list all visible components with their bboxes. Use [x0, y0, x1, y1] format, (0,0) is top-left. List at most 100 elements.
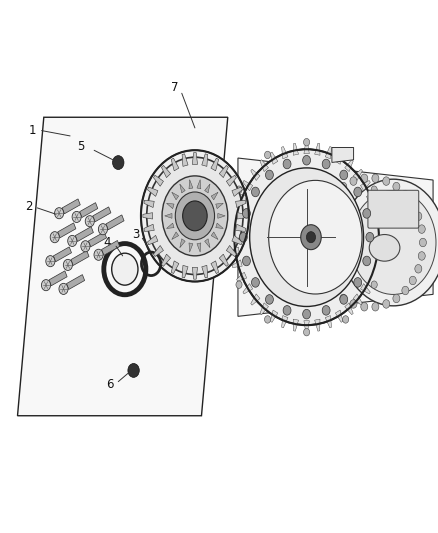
Circle shape	[350, 177, 357, 185]
Circle shape	[363, 208, 371, 218]
Polygon shape	[374, 247, 384, 254]
Circle shape	[113, 156, 124, 169]
Circle shape	[175, 192, 215, 240]
Polygon shape	[180, 184, 185, 193]
Polygon shape	[180, 239, 185, 248]
Polygon shape	[18, 117, 228, 416]
Polygon shape	[172, 192, 179, 200]
Polygon shape	[197, 243, 201, 252]
Polygon shape	[216, 203, 223, 208]
Ellipse shape	[369, 235, 400, 261]
Circle shape	[372, 174, 379, 182]
Circle shape	[372, 303, 379, 311]
Circle shape	[354, 187, 362, 197]
Polygon shape	[62, 199, 80, 214]
Circle shape	[85, 216, 94, 227]
Polygon shape	[58, 223, 76, 238]
Circle shape	[393, 294, 400, 303]
Polygon shape	[270, 310, 278, 322]
Circle shape	[322, 305, 330, 315]
Polygon shape	[304, 142, 309, 154]
Circle shape	[340, 295, 348, 304]
Circle shape	[371, 186, 377, 193]
Circle shape	[303, 309, 311, 319]
Polygon shape	[270, 152, 278, 164]
Polygon shape	[166, 203, 174, 208]
Polygon shape	[202, 265, 208, 278]
Circle shape	[46, 256, 55, 266]
Circle shape	[341, 179, 438, 306]
FancyBboxPatch shape	[368, 190, 419, 228]
Polygon shape	[202, 154, 208, 166]
Polygon shape	[314, 143, 320, 155]
Polygon shape	[211, 192, 218, 200]
Circle shape	[265, 170, 273, 180]
Circle shape	[251, 187, 259, 197]
Circle shape	[343, 151, 349, 159]
Polygon shape	[189, 243, 193, 252]
Polygon shape	[371, 207, 381, 214]
Circle shape	[99, 224, 107, 235]
Polygon shape	[345, 303, 353, 314]
Circle shape	[42, 280, 50, 290]
Circle shape	[304, 139, 310, 146]
Text: 4: 4	[103, 236, 111, 249]
Polygon shape	[236, 200, 246, 207]
Circle shape	[354, 278, 362, 287]
Polygon shape	[353, 169, 362, 181]
Circle shape	[234, 149, 379, 325]
Polygon shape	[232, 236, 242, 245]
Polygon shape	[332, 148, 353, 163]
Circle shape	[50, 232, 59, 243]
Polygon shape	[80, 203, 98, 217]
Polygon shape	[304, 321, 309, 332]
Polygon shape	[314, 319, 320, 331]
Circle shape	[331, 190, 338, 199]
Polygon shape	[226, 175, 237, 186]
Circle shape	[59, 284, 68, 294]
Circle shape	[251, 278, 259, 287]
Circle shape	[81, 241, 90, 252]
Polygon shape	[325, 147, 332, 159]
Polygon shape	[162, 165, 170, 177]
Circle shape	[415, 212, 422, 221]
Circle shape	[314, 225, 321, 233]
Text: 5: 5	[78, 140, 85, 153]
Circle shape	[322, 159, 330, 169]
Circle shape	[265, 151, 271, 159]
Circle shape	[361, 174, 368, 182]
Circle shape	[250, 168, 364, 306]
Polygon shape	[162, 254, 170, 266]
Polygon shape	[229, 234, 238, 240]
Circle shape	[236, 281, 242, 288]
Polygon shape	[230, 221, 239, 228]
Circle shape	[350, 300, 357, 308]
Text: 6: 6	[106, 378, 113, 391]
Polygon shape	[143, 213, 152, 219]
Circle shape	[415, 264, 422, 273]
Polygon shape	[251, 294, 260, 305]
Circle shape	[318, 212, 325, 221]
Circle shape	[307, 232, 315, 243]
Circle shape	[366, 232, 374, 242]
Circle shape	[265, 295, 273, 304]
Polygon shape	[226, 246, 237, 256]
Circle shape	[343, 316, 349, 323]
Circle shape	[318, 264, 325, 273]
Circle shape	[418, 252, 425, 260]
Circle shape	[340, 170, 348, 180]
Polygon shape	[293, 319, 299, 331]
Text: 7: 7	[171, 82, 179, 94]
Polygon shape	[237, 213, 247, 219]
Circle shape	[55, 208, 64, 219]
Polygon shape	[171, 158, 179, 171]
Polygon shape	[360, 284, 370, 294]
Circle shape	[141, 150, 249, 281]
Polygon shape	[205, 239, 210, 248]
Polygon shape	[282, 147, 288, 159]
Circle shape	[94, 249, 103, 260]
Circle shape	[64, 260, 72, 270]
Polygon shape	[93, 207, 111, 222]
Circle shape	[331, 286, 338, 295]
Polygon shape	[148, 236, 158, 245]
